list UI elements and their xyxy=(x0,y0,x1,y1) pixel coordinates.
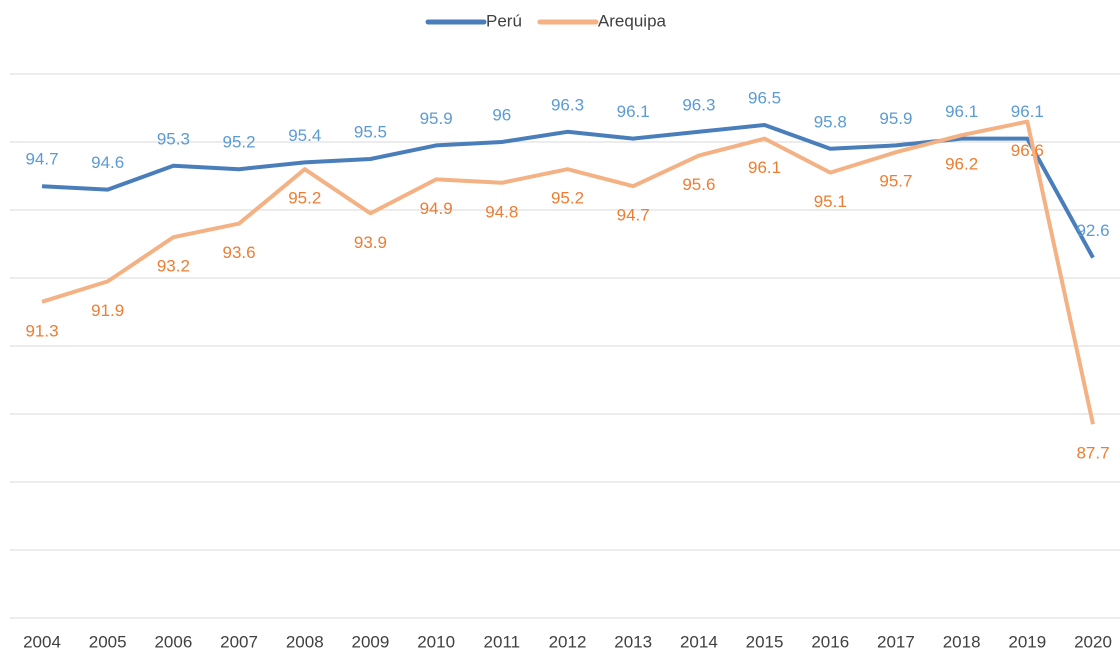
x-tick-label: 2018 xyxy=(943,632,981,651)
data-label: 94.7 xyxy=(25,150,58,169)
x-tick-label: 2017 xyxy=(877,632,915,651)
data-label: 96.2 xyxy=(945,155,978,174)
data-label: 96.1 xyxy=(748,158,781,177)
x-tick-label: 2008 xyxy=(286,632,324,651)
x-tick-label: 2005 xyxy=(89,632,127,651)
x-tick-label: 2014 xyxy=(680,632,718,651)
legend-label: Arequipa xyxy=(598,11,667,30)
data-label: 91.3 xyxy=(25,321,58,340)
x-tick-label: 2016 xyxy=(811,632,849,651)
data-label: 96 xyxy=(492,105,511,124)
data-label: 87.7 xyxy=(1076,444,1109,463)
data-label: 94.8 xyxy=(485,202,518,221)
legend-label: Perú xyxy=(486,11,522,30)
data-label: 95.4 xyxy=(288,126,321,145)
data-label: 95.3 xyxy=(157,129,190,148)
data-label: 96.5 xyxy=(748,88,781,107)
data-label: 93.9 xyxy=(354,233,387,252)
series-line xyxy=(41,123,1095,259)
x-tick-label: 2004 xyxy=(23,632,61,651)
series-line xyxy=(41,119,1095,425)
data-label: 96.1 xyxy=(617,102,650,121)
x-tick-label: 2011 xyxy=(484,632,521,651)
data-label: 95.2 xyxy=(288,189,321,208)
data-label: 94.6 xyxy=(91,153,124,172)
data-label: 94.9 xyxy=(420,199,453,218)
data-label: 91.9 xyxy=(91,301,124,320)
data-label: 95.7 xyxy=(879,172,912,191)
data-label: 96.6 xyxy=(1011,141,1044,160)
data-label: 95.2 xyxy=(551,189,584,208)
data-label: 95.2 xyxy=(223,133,256,152)
data-label: 95.9 xyxy=(420,109,453,128)
data-label: 93.6 xyxy=(223,243,256,262)
data-label: 96.1 xyxy=(945,102,978,121)
data-label: 92.6 xyxy=(1076,221,1109,240)
x-tick-label: 2010 xyxy=(417,632,455,651)
data-label: 96.1 xyxy=(1011,102,1044,121)
data-label: 95.9 xyxy=(879,109,912,128)
data-label: 96.3 xyxy=(551,95,584,114)
data-label: 95.1 xyxy=(814,192,847,211)
x-tick-label: 2013 xyxy=(614,632,652,651)
data-label: 95.8 xyxy=(814,112,847,131)
data-label: 93.2 xyxy=(157,257,190,276)
data-label: 95.6 xyxy=(682,175,715,194)
data-label: 96.3 xyxy=(682,95,715,114)
x-tick-label: 2015 xyxy=(746,632,784,651)
data-label: 95.5 xyxy=(354,122,387,141)
x-tick-label: 2020 xyxy=(1074,632,1112,651)
x-tick-label: 2006 xyxy=(154,632,192,651)
x-tick-label: 2012 xyxy=(549,632,587,651)
x-tick-label: 2007 xyxy=(220,632,258,651)
x-tick-label: 2009 xyxy=(352,632,390,651)
data-label: 94.7 xyxy=(617,206,650,225)
x-tick-label: 2019 xyxy=(1008,632,1046,651)
